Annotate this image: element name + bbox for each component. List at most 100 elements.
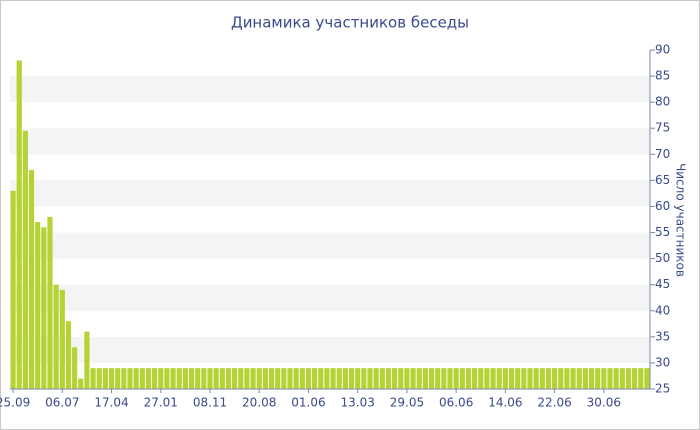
bar xyxy=(238,368,244,389)
bar xyxy=(515,368,521,389)
bar xyxy=(404,368,410,389)
bar xyxy=(47,216,53,389)
bar xyxy=(139,368,145,389)
x-tick-label: 08.11 xyxy=(193,396,227,410)
bar xyxy=(607,368,613,389)
bar xyxy=(508,368,515,389)
y-tick-label: 40 xyxy=(655,303,670,317)
y-axis-label: Число участников xyxy=(674,163,688,277)
x-tick-label: 20.08 xyxy=(242,396,276,410)
bar xyxy=(552,368,558,389)
bar xyxy=(262,368,268,389)
x-tick-label: 25.09 xyxy=(0,396,30,410)
bar xyxy=(613,368,619,389)
bar xyxy=(195,368,201,389)
bar xyxy=(355,368,361,389)
grid-band xyxy=(10,180,650,207)
grid-band xyxy=(10,336,650,363)
bar xyxy=(22,130,28,390)
bar xyxy=(170,368,176,389)
bar xyxy=(201,368,207,389)
bar xyxy=(207,368,213,389)
bar xyxy=(188,368,195,389)
bar xyxy=(256,368,262,389)
bar xyxy=(447,368,453,389)
bar xyxy=(619,368,625,389)
bar xyxy=(176,368,182,389)
bar xyxy=(330,368,336,389)
bar xyxy=(558,368,564,389)
bar xyxy=(108,368,115,389)
bar xyxy=(324,368,330,389)
x-tick-label: 01.06 xyxy=(291,396,325,410)
x-tick-label: 13.03 xyxy=(341,396,375,410)
bar xyxy=(127,368,133,389)
bar xyxy=(145,368,152,389)
y-tick-label: 55 xyxy=(655,225,670,239)
bar xyxy=(392,368,398,389)
bar xyxy=(35,222,41,389)
bar xyxy=(293,368,299,389)
x-tick-label: 06.07 xyxy=(45,396,79,410)
bar xyxy=(16,60,22,389)
bar xyxy=(164,368,170,389)
bar xyxy=(121,368,127,389)
bar xyxy=(422,368,428,389)
chart-title: Динамика участников беседы xyxy=(231,14,469,32)
bar xyxy=(545,368,552,389)
bar xyxy=(564,368,570,389)
grid-band xyxy=(10,128,650,155)
bar xyxy=(232,368,238,389)
x-tick-label: 22.06 xyxy=(537,396,571,410)
y-tick-label: 80 xyxy=(655,95,670,109)
bar xyxy=(385,368,392,389)
bar xyxy=(625,368,632,389)
bar xyxy=(84,331,90,389)
bar xyxy=(152,368,158,389)
bar xyxy=(539,368,545,389)
bar xyxy=(65,321,72,389)
y-tick-label: 70 xyxy=(655,147,670,161)
grid-band xyxy=(10,232,650,259)
bar xyxy=(96,368,102,389)
bar xyxy=(275,368,281,389)
bar xyxy=(219,368,225,389)
bar xyxy=(244,368,250,389)
bar xyxy=(342,368,348,389)
bar xyxy=(472,368,478,389)
bar xyxy=(570,368,576,389)
bar xyxy=(459,368,465,389)
bar xyxy=(490,368,496,389)
x-tick-label: 17.04 xyxy=(94,396,128,410)
bar xyxy=(379,368,385,389)
grid-band xyxy=(10,284,650,311)
bar xyxy=(502,368,508,389)
bar xyxy=(182,368,188,389)
bar xyxy=(638,368,644,389)
bar xyxy=(59,289,65,389)
x-tick-label: 30.06 xyxy=(587,396,621,410)
bar xyxy=(115,368,121,389)
y-tick-label: 30 xyxy=(655,355,670,369)
x-tick-label: 06.06 xyxy=(439,396,473,410)
bar xyxy=(644,368,650,389)
bar xyxy=(336,368,342,389)
bar xyxy=(601,368,607,389)
y-tick-label: 65 xyxy=(655,173,670,187)
y-tick-label: 75 xyxy=(655,121,670,135)
y-tick-label: 85 xyxy=(655,69,670,83)
x-tick-label: 29.05 xyxy=(390,396,424,410)
bar xyxy=(533,368,539,389)
bar xyxy=(367,368,373,389)
x-tick-label: 14.06 xyxy=(488,396,522,410)
bar xyxy=(398,368,404,389)
bar xyxy=(250,368,256,389)
bar xyxy=(305,368,312,389)
grid-band xyxy=(10,76,650,103)
bar xyxy=(595,368,601,389)
bar xyxy=(361,368,367,389)
y-tick-label: 45 xyxy=(655,277,670,291)
bar xyxy=(268,368,275,389)
